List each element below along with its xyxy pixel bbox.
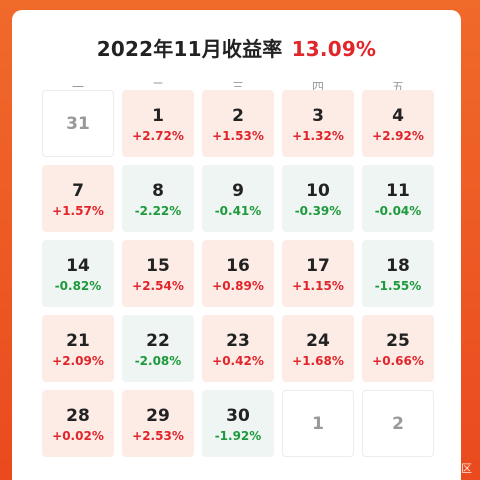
page-title: 2022年11月收益率 13.09% (12, 33, 461, 62)
calendar-day[interactable]: 8 -2.22% (122, 165, 194, 232)
calendar-day[interactable]: 10 -0.39% (282, 165, 354, 232)
calendar-day-empty[interactable]: 31 (42, 90, 114, 157)
calendar-day[interactable]: 2 +1.53% (202, 90, 274, 157)
day-number: 22 (146, 331, 170, 351)
day-number: 10 (306, 181, 330, 201)
day-number: 24 (306, 331, 330, 351)
daily-return: +1.57% (52, 204, 104, 218)
day-number: 11 (386, 181, 410, 201)
daily-return: +2.53% (132, 429, 184, 443)
calendar-day[interactable]: 23 +0.42% (202, 315, 274, 382)
day-number: 14 (66, 256, 90, 276)
daily-return: +1.15% (292, 279, 344, 293)
daily-return: -2.08% (134, 354, 182, 368)
calendar-day[interactable]: 28 +0.02% (42, 390, 114, 457)
calendar-day-empty[interactable]: 2 (362, 390, 434, 457)
calendar-day[interactable]: 21 +2.09% (42, 315, 114, 382)
day-number: 23 (226, 331, 250, 351)
daily-return: +0.66% (372, 354, 424, 368)
daily-return: -2.22% (134, 204, 182, 218)
calendar-day[interactable]: 16 +0.89% (202, 240, 274, 307)
daily-return: +2.54% (132, 279, 184, 293)
calendar-day[interactable]: 25 +0.66% (362, 315, 434, 382)
day-number: 16 (226, 256, 250, 276)
daily-return: +0.42% (212, 354, 264, 368)
calendar-day[interactable]: 4 +2.92% (362, 90, 434, 157)
daily-return: +2.72% (132, 129, 184, 143)
day-number: 8 (152, 181, 164, 201)
day-number: 30 (226, 406, 250, 426)
calendar-day[interactable]: 24 +1.68% (282, 315, 354, 382)
watermark: @稀土掘金技术社区 (373, 462, 472, 475)
daily-return: +0.89% (212, 279, 264, 293)
calendar-day[interactable]: 15 +2.54% (122, 240, 194, 307)
daily-return: +1.68% (292, 354, 344, 368)
daily-return: -0.39% (294, 204, 342, 218)
calendar-day[interactable]: 30 -1.92% (202, 390, 274, 457)
calendar-day[interactable]: 17 +1.15% (282, 240, 354, 307)
daily-return: +0.02% (52, 429, 104, 443)
day-number: 25 (386, 331, 410, 351)
day-number: 1 (312, 414, 324, 434)
daily-return: -1.92% (214, 429, 262, 443)
day-number: 9 (232, 181, 244, 201)
day-number: 31 (66, 114, 90, 134)
day-number: 1 (152, 106, 164, 126)
daily-return: +1.53% (212, 129, 264, 143)
calendar-day[interactable]: 7 +1.57% (42, 165, 114, 232)
total-return: 13.09% (291, 37, 377, 61)
calendar-day[interactable]: 1 +2.72% (122, 90, 194, 157)
day-number: 2 (392, 414, 404, 434)
calendar-card: 2022年11月收益率 13.09% 一二三四五 31 1 +2.72% 2 +1.53… (12, 10, 461, 480)
calendar-day[interactable]: 14 -0.82% (42, 240, 114, 307)
daily-return: +2.92% (372, 129, 424, 143)
calendar-day-empty[interactable]: 1 (282, 390, 354, 457)
day-number: 2 (232, 106, 244, 126)
daily-return: +2.09% (52, 354, 104, 368)
day-number: 21 (66, 331, 90, 351)
title-label: 2022年11月收益率 (96, 37, 283, 61)
daily-return: -1.55% (374, 279, 422, 293)
day-number: 28 (66, 406, 90, 426)
calendar-day[interactable]: 29 +2.53% (122, 390, 194, 457)
calendar-day[interactable]: 9 -0.41% (202, 165, 274, 232)
day-number: 7 (72, 181, 84, 201)
daily-return: -0.04% (374, 204, 422, 218)
calendar-day[interactable]: 11 -0.04% (362, 165, 434, 232)
daily-return: +1.32% (292, 129, 344, 143)
day-number: 3 (312, 106, 324, 126)
calendar-day[interactable]: 22 -2.08% (122, 315, 194, 382)
daily-return: -0.82% (54, 279, 102, 293)
daily-return: -0.41% (214, 204, 262, 218)
day-number: 15 (146, 256, 170, 276)
calendar-day[interactable]: 3 +1.32% (282, 90, 354, 157)
day-number: 17 (306, 256, 330, 276)
day-number: 29 (146, 406, 170, 426)
day-number: 18 (386, 256, 410, 276)
day-number: 4 (392, 106, 404, 126)
calendar-day[interactable]: 18 -1.55% (362, 240, 434, 307)
